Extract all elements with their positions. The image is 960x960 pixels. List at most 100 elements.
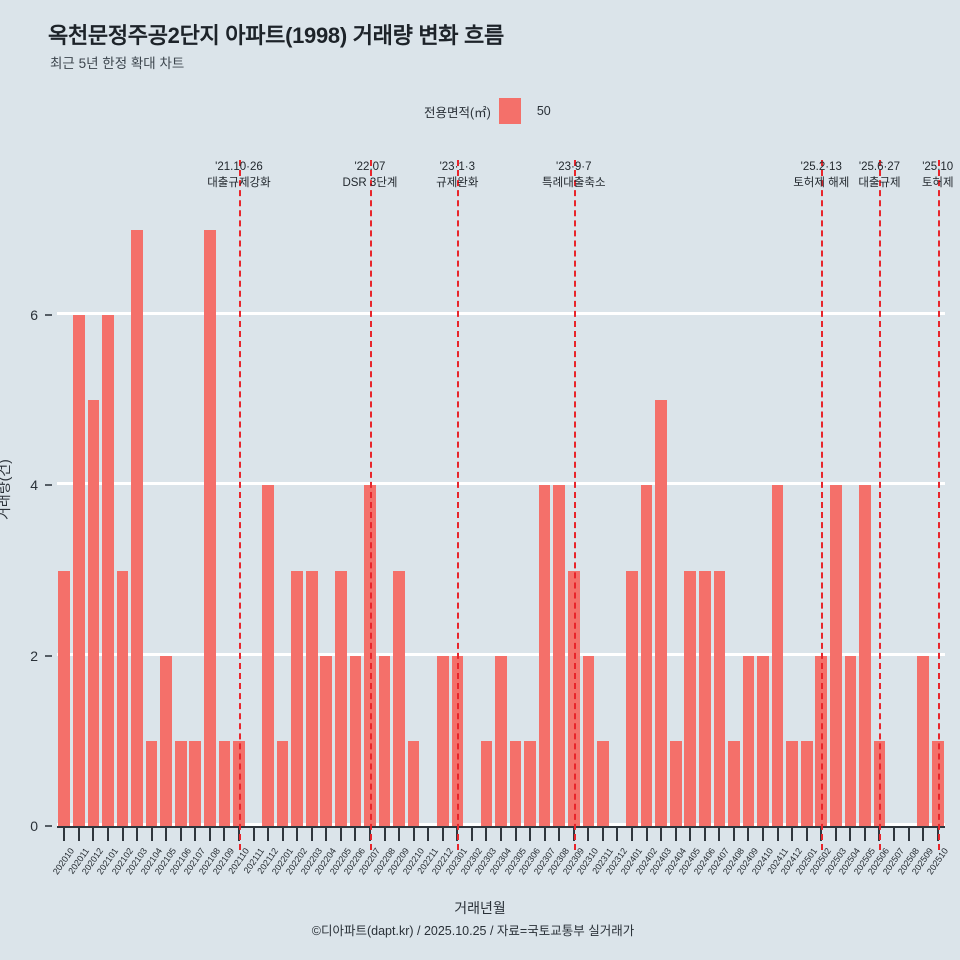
bar[interactable]	[436, 655, 449, 826]
event-line-202309	[573, 160, 576, 850]
bar[interactable]	[669, 740, 682, 826]
bar[interactable]	[713, 570, 726, 826]
event-label-202207: '22.07 DSR 3단계	[342, 160, 397, 191]
bar[interactable]	[393, 570, 405, 826]
bar[interactable]	[174, 740, 187, 826]
bar[interactable]	[291, 570, 303, 826]
x-tick-mark	[63, 828, 66, 841]
bar[interactable]	[349, 655, 362, 826]
x-tick-mark	[616, 828, 619, 841]
event-line-202502	[821, 160, 824, 850]
bar[interactable]	[160, 655, 172, 826]
gridline	[57, 482, 945, 486]
y-tick-label: 4	[30, 477, 38, 494]
event-date: '23·1·3	[439, 161, 476, 173]
bar[interactable]	[757, 655, 769, 826]
event-name: 특례대출축소	[542, 176, 606, 189]
bar[interactable]	[800, 740, 813, 826]
bar[interactable]	[567, 570, 580, 826]
bar[interactable]	[917, 655, 929, 826]
bar[interactable]	[102, 315, 114, 826]
bar[interactable]	[73, 315, 85, 826]
event-name: 규제완화	[436, 176, 479, 189]
x-tick-mark	[718, 828, 721, 841]
bar[interactable]	[509, 740, 522, 826]
bar[interactable]	[742, 655, 755, 826]
bar[interactable]	[829, 485, 842, 826]
y-tick-label: 2	[30, 647, 38, 664]
bar[interactable]	[378, 655, 391, 826]
bar[interactable]	[640, 485, 653, 826]
bar[interactable]	[320, 655, 333, 826]
bar[interactable]	[626, 570, 638, 826]
bar[interactable]	[131, 230, 143, 826]
chart-title: 옥천문정주공2단지 아파트(1998) 거래량 변화 흐름	[48, 23, 504, 48]
bar[interactable]	[116, 570, 129, 826]
event-date: '25.2·13	[800, 161, 842, 173]
event-label-202309: '23·9·7 특례대출축소	[542, 160, 605, 191]
bar[interactable]	[698, 570, 711, 826]
y-tick-mark	[45, 825, 52, 827]
x-tick-mark	[354, 828, 357, 841]
bar[interactable]	[407, 740, 420, 826]
x-tick-mark	[922, 828, 925, 841]
event-date: '21.10·26	[215, 161, 263, 173]
x-tick-mark	[267, 828, 270, 841]
x-tick-mark	[150, 828, 153, 841]
bar[interactable]	[189, 740, 202, 826]
bar[interactable]	[204, 230, 216, 826]
bar[interactable]	[335, 570, 347, 826]
bar[interactable]	[844, 655, 857, 826]
x-tick-mark	[194, 828, 197, 841]
x-tick-mark	[863, 828, 866, 841]
bar[interactable]	[58, 570, 71, 826]
event-date: '25.10	[922, 161, 954, 173]
bar[interactable]	[553, 485, 566, 826]
chart-subtitle: 최근 5년 한정 확대 차트	[50, 56, 185, 71]
footer-text: ©디아파트(dapt.kr) / 2025.10.25 / 자료=국토교통부 실…	[311, 924, 635, 938]
event-label-202510: '25.10 토허제	[922, 160, 954, 191]
y-axis-title: 거래량(건)	[0, 459, 12, 520]
bar[interactable]	[262, 485, 274, 826]
x-tick-mark	[645, 828, 648, 841]
bar[interactable]	[145, 740, 158, 826]
bar[interactable]	[87, 400, 100, 826]
x-tick-mark	[427, 828, 430, 841]
event-line-202301	[457, 160, 460, 850]
x-tick-mark	[383, 828, 386, 841]
bar[interactable]	[305, 570, 318, 826]
event-name: 토허제 해제	[793, 176, 850, 189]
x-tick-mark	[441, 828, 444, 841]
x-tick-mark	[485, 828, 488, 841]
bar[interactable]	[495, 655, 507, 826]
x-tick-mark	[689, 828, 692, 841]
bar[interactable]	[276, 740, 289, 826]
bar[interactable]	[480, 740, 493, 826]
event-label-202301: '23·1·3 규제완화	[436, 160, 478, 191]
bar[interactable]	[728, 740, 740, 826]
bar[interactable]	[859, 485, 871, 826]
legend-swatch-50[interactable]	[498, 98, 521, 124]
bar[interactable]	[218, 740, 231, 826]
bar[interactable]	[931, 740, 944, 826]
x-tick-mark	[631, 828, 634, 841]
bar[interactable]	[655, 400, 667, 826]
bar[interactable]	[524, 740, 536, 826]
x-tick-mark	[674, 828, 677, 841]
bar[interactable]	[684, 570, 697, 826]
bar[interactable]	[786, 740, 798, 826]
bar[interactable]	[873, 740, 886, 826]
bar[interactable]	[538, 485, 551, 826]
x-tick-mark	[412, 828, 415, 841]
x-tick-mark	[500, 828, 502, 841]
x-tick-mark	[791, 828, 794, 841]
x-tick-mark	[529, 828, 532, 841]
event-name: DSR 3단계	[342, 176, 398, 189]
bar[interactable]	[582, 655, 595, 826]
bar[interactable]	[597, 740, 609, 826]
x-tick-mark	[893, 828, 896, 841]
y-tick-label: 6	[30, 307, 38, 324]
x-axis-title: 거래년월	[454, 900, 506, 916]
bar[interactable]	[771, 485, 784, 826]
x-tick-mark	[587, 828, 590, 841]
